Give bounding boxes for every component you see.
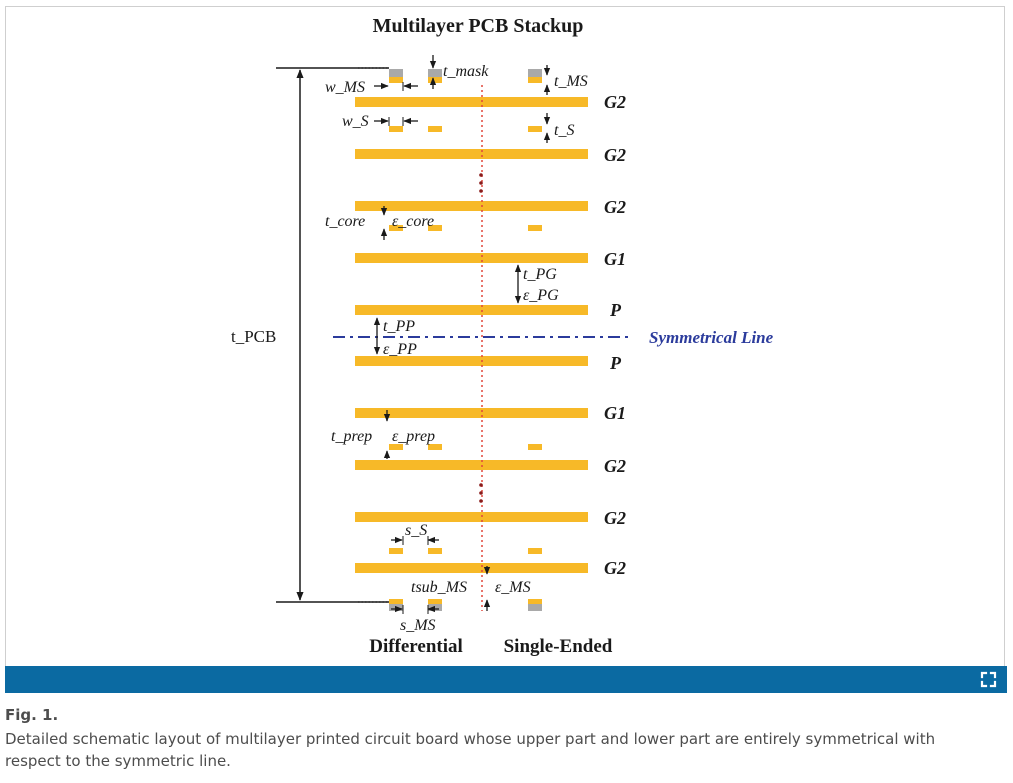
t-s-label: t_S bbox=[554, 122, 574, 139]
t-core-label: t_core bbox=[325, 213, 365, 230]
layer-label: G2 bbox=[604, 197, 626, 217]
trace-top-ms-single bbox=[528, 77, 542, 83]
trace-bottom-ms-single bbox=[528, 599, 542, 604]
trace-core-diff bbox=[428, 225, 442, 231]
s-s-label: s_S bbox=[405, 522, 427, 539]
trace-top-ms-diff bbox=[428, 77, 442, 83]
layer-label: G2 bbox=[604, 456, 626, 476]
t-mask-label: t_mask bbox=[443, 63, 489, 80]
pcb-stackup-diagram: Multilayer PCB Stackup G2 G2 G2 G1 P P G… bbox=[231, 15, 774, 657]
t-prep-label: t_prep bbox=[331, 428, 372, 445]
signal-traces bbox=[389, 77, 542, 604]
trace-top-ms-diff bbox=[389, 77, 403, 83]
figure-frame: Multilayer PCB Stackup G2 G2 G2 G1 P P G… bbox=[5, 6, 1005, 666]
trace-strip-diff bbox=[389, 126, 403, 132]
eps-pg-label: ε_PG bbox=[523, 287, 559, 304]
trace-bottom-ms-diff bbox=[428, 599, 442, 604]
trace-strip-diff bbox=[389, 548, 403, 554]
layer-label: G2 bbox=[604, 92, 626, 112]
figure-label: Fig. 1. bbox=[5, 706, 59, 724]
trace-prep-diff bbox=[428, 444, 442, 450]
t-ms-label: t_MS bbox=[554, 73, 588, 90]
plane-layer-4 bbox=[355, 253, 588, 263]
plane-layer-7 bbox=[355, 408, 588, 418]
diagram-title: Multilayer PCB Stackup bbox=[373, 15, 584, 37]
dimension-arrows bbox=[373, 55, 551, 613]
figure-caption: Detailed schematic layout of multilayer … bbox=[5, 730, 936, 770]
s-ms-label: s_MS bbox=[400, 617, 436, 634]
w-s-label: w_S bbox=[342, 113, 369, 130]
trace-core-diff bbox=[389, 225, 403, 231]
symmetry-line-label: Symmetrical Line bbox=[649, 328, 774, 347]
t-pcb-dimension bbox=[276, 67, 389, 603]
mask-bottom bbox=[389, 604, 403, 611]
trace-strip-diff bbox=[428, 126, 442, 132]
trace-prep-single bbox=[528, 444, 542, 450]
mask-top bbox=[528, 69, 542, 77]
eps-core-label: ε_core bbox=[392, 213, 434, 230]
eps-prep-label: ε_prep bbox=[392, 428, 435, 445]
mask-top bbox=[428, 69, 442, 77]
plane-layer-1 bbox=[355, 97, 588, 107]
plane-layer-9 bbox=[355, 512, 588, 522]
trace-bottom-ms-diff bbox=[389, 599, 403, 604]
plane-layer-2 bbox=[355, 149, 588, 159]
layer-label: G2 bbox=[604, 508, 626, 528]
plane-layers bbox=[355, 97, 588, 573]
plane-layer-6 bbox=[355, 356, 588, 366]
trace-prep-diff bbox=[389, 444, 403, 450]
single-ended-label: Single-Ended bbox=[504, 636, 613, 657]
expand-icon[interactable] bbox=[980, 671, 997, 688]
t-pp-label: t_PP bbox=[383, 318, 415, 335]
eps-pp-label: ε_PP bbox=[383, 341, 417, 358]
plane-layer-5 bbox=[355, 305, 588, 315]
trace-core-single bbox=[528, 225, 542, 231]
layer-label: G1 bbox=[604, 249, 626, 269]
dim-ticks bbox=[388, 82, 429, 614]
w-ms-label: w_MS bbox=[325, 79, 365, 96]
eps-ms-label: ε_MS bbox=[495, 579, 531, 596]
figure-toolbar bbox=[5, 666, 1007, 693]
trace-strip-single bbox=[528, 548, 542, 554]
tsub-ms-label: tsub_MS bbox=[411, 579, 467, 596]
t-pcb-label: t_PCB bbox=[231, 327, 276, 346]
layer-label: P bbox=[609, 353, 622, 373]
plane-layer-10 bbox=[355, 563, 588, 573]
mask-top bbox=[389, 69, 403, 77]
trace-strip-diff bbox=[428, 548, 442, 554]
layer-label: G1 bbox=[604, 403, 626, 423]
layer-label: P bbox=[609, 300, 622, 320]
ellipsis-dots bbox=[479, 173, 483, 503]
differential-label: Differential bbox=[369, 636, 463, 657]
plane-layer-3 bbox=[355, 201, 588, 211]
mask-bottom bbox=[428, 604, 442, 611]
layer-label: G2 bbox=[604, 558, 626, 578]
mask-bottom bbox=[528, 604, 542, 611]
t-pg-label: t_PG bbox=[523, 266, 557, 283]
trace-strip-single bbox=[528, 126, 542, 132]
plane-layer-8 bbox=[355, 460, 588, 470]
layer-label: G2 bbox=[604, 145, 626, 165]
